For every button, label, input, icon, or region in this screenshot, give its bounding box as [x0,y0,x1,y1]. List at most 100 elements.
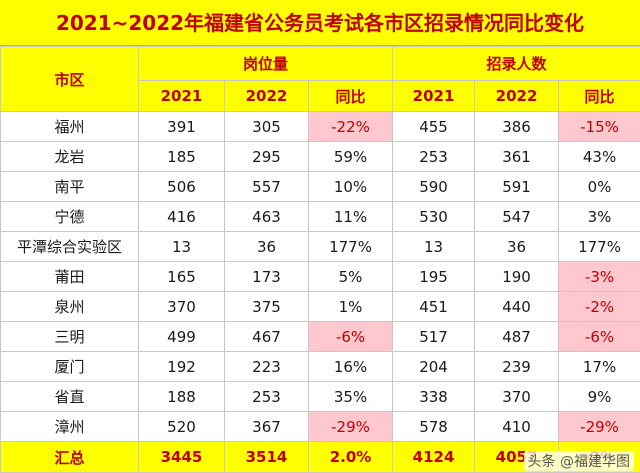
positions-2021: 520 [138,411,225,442]
positions-2022: 295 [224,141,309,172]
positions-yoy: 35% [307,381,394,412]
hires-2021: 338 [392,381,476,412]
positions-yoy: 5% [307,261,394,292]
header-positions-2021: 2021 [138,80,225,112]
table-row: 省直 188 253 35% 338 370 9% [0,381,640,412]
hires-2022: 370 [474,381,560,412]
table-row: 漳州 520 367 -29% 578 410 -29% [0,411,640,442]
positions-yoy: 177% [307,231,394,262]
positions-2022: 467 [224,321,309,352]
header-row-group: 市区 岗位量 招录人数 [0,46,640,112]
table-row: 泉州 370 375 1% 451 440 -2% [0,291,640,322]
hires-yoy: -6% [558,321,640,352]
positions-yoy: -29% [307,411,394,442]
hires-2021: 455 [392,111,476,142]
hires-2022: 487 [474,321,560,352]
hires-2022: 440 [474,291,560,322]
hires-yoy: -2% [558,291,640,322]
header-group-hires: 招录人数 [392,46,640,81]
recruitment-table: 市区 岗位量 招录人数 2021 2022 同比 2021 2022 同比 福州… [0,46,640,473]
positions-yoy: 10% [307,171,394,202]
hires-2021: 517 [392,321,476,352]
table-body: 福州 391 305 -22% 455 386 -15% 龙岩 185 295 59% 253 361 4… [0,111,640,442]
watermark: 头条 @福建华图 [523,451,634,471]
table-row: 莆田 165 173 5% 195 190 -3% [0,261,640,292]
table-row: 厦门 192 223 16% 204 239 17% [0,351,640,382]
hires-yoy: -15% [558,111,640,142]
hires-yoy: 0% [558,171,640,202]
positions-2021: 165 [138,261,225,292]
positions-yoy: 16% [307,351,394,382]
table-row: 平潭综合实验区 13 36 177% 13 36 177% [0,231,640,262]
positions-2022: 253 [224,381,309,412]
positions-yoy: -22% [307,111,394,142]
hires-2022: 239 [474,351,560,382]
city-cell: 福州 [0,111,139,142]
city-cell: 龙岩 [0,141,139,172]
positions-2021: 370 [138,291,225,322]
hires-yoy: -29% [558,411,640,442]
total-label: 汇总 [0,441,139,473]
table-row: 三明 499 467 -6% 517 487 -6% [0,321,640,352]
city-cell: 宁德 [0,201,139,232]
positions-2022: 557 [224,171,309,202]
positions-2021: 13 [138,231,225,262]
table-row: 南平 506 557 10% 590 591 0% [0,171,640,202]
hires-yoy: 3% [558,201,640,232]
positions-2022: 463 [224,201,309,232]
positions-2022: 36 [224,231,309,262]
hires-2022: 410 [474,411,560,442]
city-cell: 省直 [0,381,139,412]
city-cell: 莆田 [0,261,139,292]
hires-2022: 547 [474,201,560,232]
city-cell: 厦门 [0,351,139,382]
hires-yoy: 17% [558,351,640,382]
hires-2022: 36 [474,231,560,262]
hires-2021: 253 [392,141,476,172]
positions-yoy: 11% [307,201,394,232]
hires-2022: 190 [474,261,560,292]
positions-2021: 192 [138,351,225,382]
header-row-years: 2021 2022 同比 2021 2022 同比 [1,80,640,112]
positions-2021: 506 [138,171,225,202]
city-cell: 三明 [0,321,139,352]
total-hires-2021: 4124 [392,441,476,473]
total-positions-2021: 3445 [138,441,225,473]
hires-2021: 451 [392,291,476,322]
hires-2022: 361 [474,141,560,172]
hires-yoy: -3% [558,261,640,292]
hires-yoy: 177% [558,231,640,262]
hires-2022: 386 [474,111,560,142]
positions-2021: 185 [138,141,225,172]
positions-yoy: 59% [307,141,394,172]
positions-2021: 416 [138,201,225,232]
positions-2022: 173 [224,261,309,292]
positions-2021: 391 [138,111,225,142]
header-group-positions: 岗位量 [137,46,394,81]
city-cell: 平潭综合实验区 [0,231,139,262]
city-cell: 漳州 [0,411,139,442]
positions-2022: 375 [224,291,309,322]
table-row: 福州 391 305 -22% 455 386 -15% [0,111,640,142]
hires-2022: 591 [474,171,560,202]
positions-yoy: 1% [307,291,394,322]
header-hires-2022: 2022 [474,80,560,112]
hires-2021: 13 [392,231,476,262]
hires-2021: 204 [392,351,476,382]
positions-2022: 223 [224,351,309,382]
header-city: 市区 [0,46,139,112]
table-row: 宁德 416 463 11% 530 547 3% [0,201,640,232]
hires-2021: 578 [392,411,476,442]
table-title: 2021~2022年福建省公务员考试各市区招录情况同比变化 [0,0,640,46]
total-positions-2022: 3514 [224,441,309,473]
city-cell: 南平 [0,171,139,202]
hires-2021: 590 [392,171,476,202]
positions-yoy: -6% [307,321,394,352]
hires-yoy: 43% [558,141,640,172]
total-positions-yoy: 2.0% [307,441,394,473]
positions-2022: 367 [224,411,309,442]
hires-yoy: 9% [558,381,640,412]
city-cell: 泉州 [0,291,139,322]
table-row: 龙岩 185 295 59% 253 361 43% [0,141,640,172]
